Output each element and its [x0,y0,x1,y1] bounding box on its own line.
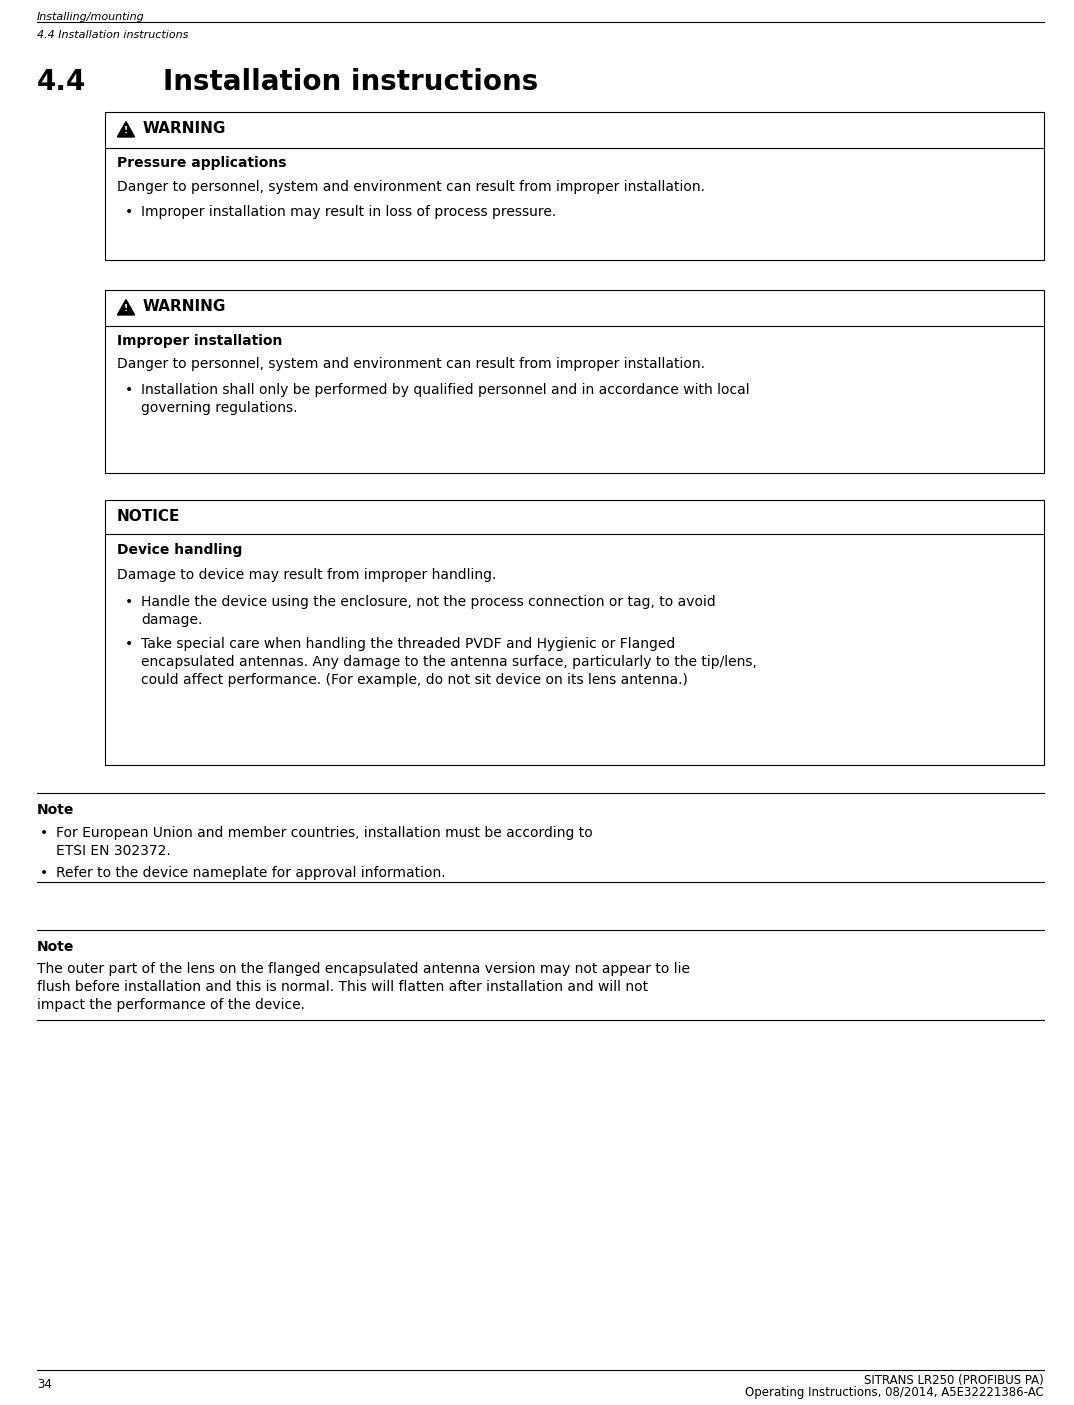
Bar [105,500,1044,764]
Text: SITRANS LR250 (PROFIBUS PA): SITRANS LR250 (PROFIBUS PA) [865,1374,1044,1387]
Text: WARNING: WARNING [143,121,227,136]
Text: encapsulated antennas. Any damage to the antenna surface, particularly to the ti: encapsulated antennas. Any damage to the… [141,655,757,669]
Text: Operating Instructions, 08/2014, A5E32221386-AC: Operating Instructions, 08/2014, A5E3222… [745,1385,1044,1399]
Polygon shape [117,299,134,315]
Text: could affect performance. (For example, do not sit device on its lens antenna.): could affect performance. (For example, … [141,673,687,687]
Text: !: ! [124,126,128,135]
Text: •: • [125,636,133,651]
Text: Improper installation: Improper installation [117,334,282,348]
Text: damage.: damage. [141,613,202,627]
Bar [105,112,1044,260]
Text: Take special care when handling the threaded PVDF and Hygienic or Flanged: Take special care when handling the thre… [141,636,676,651]
Text: 4.4: 4.4 [37,67,86,96]
Text: Refer to the device nameplate for approval information.: Refer to the device nameplate for approv… [56,865,446,880]
Text: 34: 34 [37,1378,52,1391]
Text: •: • [125,205,133,219]
Text: •: • [40,865,48,880]
Text: Pressure applications: Pressure applications [117,156,287,170]
Text: Installing/mounting: Installing/mounting [37,13,145,22]
Text: •: • [125,594,133,608]
Text: Danger to personnel, system and environment can result from improper installatio: Danger to personnel, system and environm… [117,357,705,371]
Text: Danger to personnel, system and environment can result from improper installatio: Danger to personnel, system and environm… [117,180,705,194]
Text: Note: Note [37,940,74,954]
Text: The outer part of the lens on the flanged encapsulated antenna version may not a: The outer part of the lens on the flange… [37,962,690,976]
Text: governing regulations.: governing regulations. [141,400,297,414]
Polygon shape [117,122,134,136]
Text: Installation instructions: Installation instructions [163,67,538,96]
Bar [105,289,1044,473]
Text: !: ! [124,303,128,313]
Text: •: • [125,384,133,398]
Text: •: • [40,826,48,840]
Text: Improper installation may result in loss of process pressure.: Improper installation may result in loss… [141,205,556,219]
Text: For European Union and member countries, installation must be according to: For European Union and member countries,… [56,826,593,840]
Text: ETSI EN 302372.: ETSI EN 302372. [56,844,171,858]
Text: Device handling: Device handling [117,542,243,556]
Text: Damage to device may result from improper handling.: Damage to device may result from imprope… [117,568,496,582]
Text: Handle the device using the enclosure, not the process connection or tag, to avo: Handle the device using the enclosure, n… [141,594,715,608]
Text: WARNING: WARNING [143,299,227,313]
Text: NOTICE: NOTICE [117,509,180,524]
Text: impact the performance of the device.: impact the performance of the device. [37,998,305,1012]
Text: flush before installation and this is normal. This will flatten after installati: flush before installation and this is no… [37,981,648,993]
Text: Installation shall only be performed by qualified personnel and in accordance wi: Installation shall only be performed by … [141,384,750,398]
Text: 4.4 Installation instructions: 4.4 Installation instructions [37,30,188,39]
Text: Note: Note [37,804,74,816]
